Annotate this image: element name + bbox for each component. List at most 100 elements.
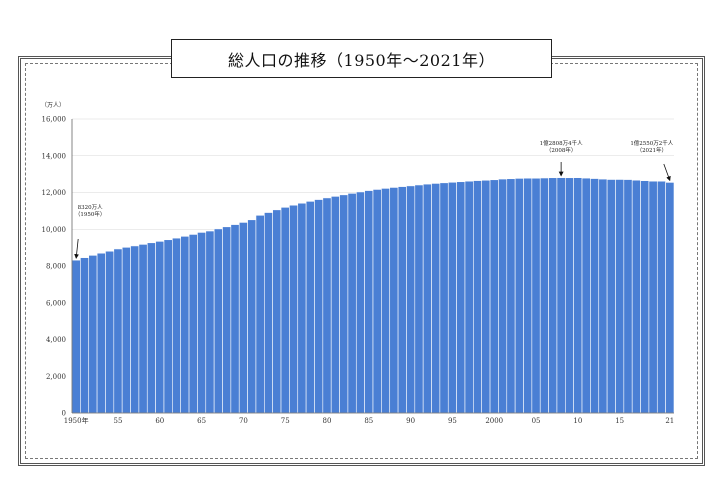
bar-1985	[364, 190, 374, 414]
bar-2010	[573, 177, 583, 414]
bar-1980	[322, 197, 332, 414]
bar-1999	[481, 179, 491, 414]
bar-1994	[439, 182, 449, 414]
x-tick-label: 21	[665, 417, 674, 425]
bar-1983	[347, 193, 357, 414]
bar-2017	[631, 179, 641, 414]
bar-1969	[230, 224, 240, 414]
annotation-year-2021: （2021年）	[637, 146, 668, 154]
bar-2007	[548, 177, 558, 414]
bar-1981	[330, 196, 340, 414]
x-tick-label: 75	[281, 417, 290, 425]
x-tick-label: 05	[532, 417, 541, 425]
bar-2004	[523, 177, 533, 414]
y-tick-label: 16,000	[42, 116, 67, 124]
bar-2011	[581, 177, 591, 414]
bar-1991	[414, 184, 424, 414]
bar-1987	[381, 188, 391, 414]
bar-2006	[539, 177, 549, 414]
annotation-value-1950: 8320万人	[78, 204, 103, 211]
bar-1993	[431, 183, 441, 414]
annotation-year-2008: （2008年）	[546, 146, 577, 154]
x-tick-label: 15	[615, 417, 624, 425]
bar-1967	[213, 228, 223, 414]
bar-2002	[506, 178, 516, 414]
bar-1950	[71, 259, 81, 414]
bar-1988	[389, 187, 399, 414]
x-tick-label: 90	[406, 417, 415, 425]
bar-1964	[188, 234, 198, 414]
x-tick-label: 55	[114, 417, 123, 425]
bar-2016	[623, 179, 633, 414]
bar-1956	[121, 246, 131, 414]
bar-2018	[640, 180, 650, 414]
x-tick-label: 85	[364, 417, 373, 425]
bar-1966	[205, 230, 215, 414]
bar-1970	[238, 222, 248, 414]
bar-1952	[88, 255, 98, 414]
axis-layer: 0 2,000 4,000 6,000 8,000 10,000 12,000 14,000 1…	[42, 116, 675, 426]
bar-2003	[514, 178, 524, 414]
x-tick-label: 80	[323, 417, 332, 425]
annotation-arrow-1950	[74, 238, 79, 259]
bar-2020	[656, 180, 666, 414]
bar-1990	[406, 185, 416, 414]
bar-1955	[113, 248, 123, 414]
x-tick-label: 1950年	[64, 416, 89, 425]
bar-2001	[498, 178, 508, 414]
y-unit-label: （万人）	[41, 102, 65, 109]
bar-1959	[146, 242, 156, 414]
bar-layer	[71, 177, 675, 414]
y-tick-label: 14,000	[42, 152, 67, 160]
y-tick-label: 8,000	[46, 263, 66, 271]
bar-1974	[272, 209, 282, 414]
annotation-year-1950: （1950年）	[75, 210, 106, 218]
y-tick-label: 0	[62, 410, 66, 418]
bar-1976	[289, 204, 299, 414]
bar-2015	[615, 179, 625, 414]
bar-2013	[598, 178, 608, 414]
x-tick-label: 70	[239, 417, 248, 425]
bar-1953	[96, 252, 106, 414]
bar-1975	[280, 207, 290, 414]
annotation-value-2021: 1億2550万2千人	[630, 139, 673, 147]
y-tick-label: 12,000	[42, 189, 67, 197]
bar-2014	[606, 179, 616, 414]
bar-2019	[648, 180, 658, 414]
bar-1954	[105, 250, 115, 414]
bar-1998	[473, 180, 482, 414]
bar-1972	[255, 214, 265, 414]
bar-2021	[665, 182, 675, 414]
bar-1977	[297, 202, 307, 414]
bar-1979	[314, 199, 324, 414]
bar-1960	[155, 241, 165, 414]
annotation-value-2008: 1億2808万4千人	[540, 139, 583, 147]
bar-1962	[172, 237, 181, 414]
y-tick-label: 4,000	[46, 336, 66, 344]
y-tick-label: 6,000	[46, 299, 66, 307]
bar-1986	[372, 189, 382, 414]
bar-1971	[247, 219, 257, 414]
bar-1961	[163, 239, 173, 414]
bar-1963	[180, 236, 190, 414]
bar-1968	[222, 226, 232, 414]
y-tick-label: 10,000	[42, 226, 67, 234]
bar-1958	[138, 244, 148, 414]
bar-1996	[456, 181, 466, 414]
bar-1995	[447, 181, 457, 414]
bar-2012	[590, 178, 600, 414]
bar-1957	[130, 245, 140, 414]
bar-1965	[197, 232, 207, 414]
bar-1997	[464, 180, 474, 414]
annotation-layer: 8320万人（1950年） 1億2808万4千人（2008年） 1億2550万2千人…	[74, 139, 674, 259]
bar-1973	[264, 212, 273, 414]
bar-1989	[397, 186, 407, 414]
bar-2009	[565, 177, 574, 414]
bar-2008	[556, 177, 566, 414]
bar-2000	[489, 179, 499, 414]
bar-1984	[355, 191, 365, 414]
x-tick-label: 2000	[485, 417, 503, 425]
y-tick-label: 2,000	[46, 373, 66, 381]
bar-1992	[422, 183, 432, 414]
